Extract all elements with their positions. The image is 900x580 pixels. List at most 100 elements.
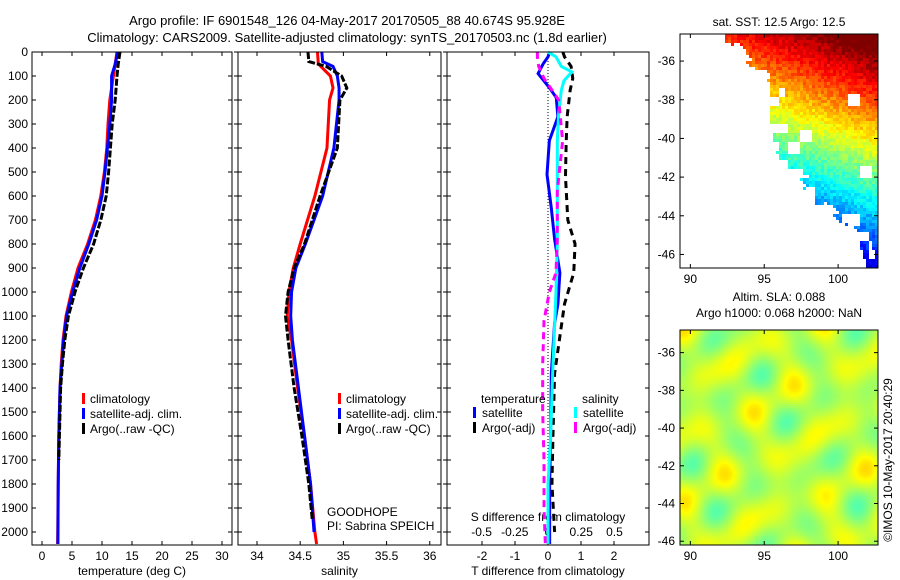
x-tick-label: 5 [69,549,76,563]
legend-t-argo-swatch [473,422,476,433]
legend-label: climatology [346,392,406,406]
s-tick-label: -0.25 [501,525,529,539]
lon-tick-label: 100 [828,272,848,286]
s-tick-label: -0.5 [471,525,492,539]
legend-swatch [82,423,85,434]
sla-map-title1: Altim. SLA: 0.088 [733,290,826,304]
y-tick-label: 1100 [2,309,28,323]
legend-swatch [338,423,341,434]
legend-swatch [82,408,85,419]
legend-label: Argo(..raw -QC) [90,422,175,436]
x-axis-label: salinity [321,564,358,578]
sst-map [680,34,878,268]
profile-panel-1: 0100200300400500600700800900100011001200… [1,45,233,578]
y-tick-label: 1000 [1,285,28,299]
lat-tick-label: -38 [658,383,676,397]
x-axis-label: temperature (deg C) [78,564,186,578]
legend-label: satellite-adj. clim. [90,407,182,421]
y-tick-label: 1500 [1,405,28,419]
lat-tick-label: -40 [658,131,676,145]
lon-tick-label: 90 [684,272,698,286]
sla-map-axes: 90 95 100 -36 -38 -40 -42 -44 -46 [658,329,879,563]
series-line-salinity-satellite [546,50,575,544]
x-tick-label: 25 [185,549,199,563]
plot-frame [237,51,442,546]
lat-tick-label: -40 [658,421,676,435]
lat-tick-label: -46 [658,247,676,261]
y-tick-label: 1200 [1,333,28,347]
x-tick-label: 35.5 [375,549,399,563]
legend-swatch [82,393,85,404]
y-tick-label: 400 [8,141,28,155]
lat-tick-label: -42 [658,170,676,184]
lat-tick-label: -36 [658,346,676,360]
legend-label: Argo(..raw -QC) [346,422,431,436]
legend-label: climatology [90,392,150,406]
y-tick-label: 500 [8,165,28,179]
y-tick-label: 900 [8,261,28,275]
legend-t-argo: Argo(-adj) [482,421,535,435]
lat-tick-label: -44 [658,209,676,223]
y-tick-label: 1600 [1,429,28,443]
y-tick-label: 200 [8,93,28,107]
x-tick-label: 20 [155,549,169,563]
y-tick-label: 800 [8,237,28,251]
title-line1: Argo profile: IF 6901548_126 04-May-2017… [129,13,565,28]
sst-map-title: sat. SST: 12.5 Argo: 12.5 [713,15,846,29]
lon-tick-label: 90 [684,549,698,563]
y-tick-label: 0 [21,45,28,59]
lat-tick-label: -36 [658,54,676,68]
legend-salinity-header: salinity [582,392,619,406]
series-line-argo-raw-qc- [57,51,122,461]
sst-map-axes: 90 95 100 -36 -38 -40 -42 -44 -46 [658,33,879,286]
s-tick-label: 0.5 [606,525,623,539]
series-line-argo-raw-qc- [284,51,349,521]
legend-temperature-header: temperature [481,392,546,406]
legend-t-satellite: satellite [482,406,523,420]
y-tick-label: 700 [8,213,28,227]
sla-map-title2: Argo h1000: 0.068 h2000: NaN [696,306,862,320]
lon-tick-label: 95 [758,549,772,563]
legend-s-satellite: satellite [583,406,624,420]
lon-tick-label: 95 [758,272,772,286]
series-line-temperature-argo-adj- [550,51,577,533]
y-tick-label: 100 [8,69,28,83]
legend-swatch [338,408,341,419]
legend-s-argo-swatch [574,422,577,433]
sst-map-frame [679,33,879,269]
x-axis-label: T difference from climatology [471,564,625,578]
legend-swatch [338,393,341,404]
profile-panel-2: 34 34.5 35 35.5 36 salinity climatologysatelli… [234,51,442,578]
sla-map-frame [679,329,879,546]
title-line2: Climatology: CARS2009. Satellite-adjuste… [87,30,607,45]
credit-label: ©IMOS 10-May-2017 20:40:29 [881,378,895,542]
s-tick-label: 0.25 [570,525,594,539]
x-tick-label: 10 [95,549,109,563]
plot-frame [31,51,233,546]
x-tick-label: 34 [250,549,264,563]
legend-s-argo: Argo(-adj) [583,421,636,435]
y-tick-label: 1400 [1,381,28,395]
lat-tick-label: -46 [658,534,676,548]
lon-tick-label: 100 [828,549,848,563]
legend-s-satellite-swatch [574,407,577,418]
y-tick-label: 1300 [1,357,28,371]
lat-tick-label: -38 [658,93,676,107]
y-tick-label: 300 [8,117,28,131]
x-tick-label: 0 [39,549,46,563]
pi-label: PI: Sabrina SPEICH [327,519,434,533]
sla-map [680,330,878,545]
x-tick-label: 2 [611,549,618,563]
y-tick-label: 600 [8,189,28,203]
project-label: GOODHOPE [327,505,398,519]
legend-t-satellite-swatch [473,407,476,418]
y-tick-label: 1700 [1,453,28,467]
y-tick-label: 1900 [1,501,28,515]
plot-frame [446,51,650,546]
lat-tick-label: -42 [658,459,676,473]
x-tick-label: -1 [510,549,521,563]
x-tick-label: 30 [215,549,229,563]
